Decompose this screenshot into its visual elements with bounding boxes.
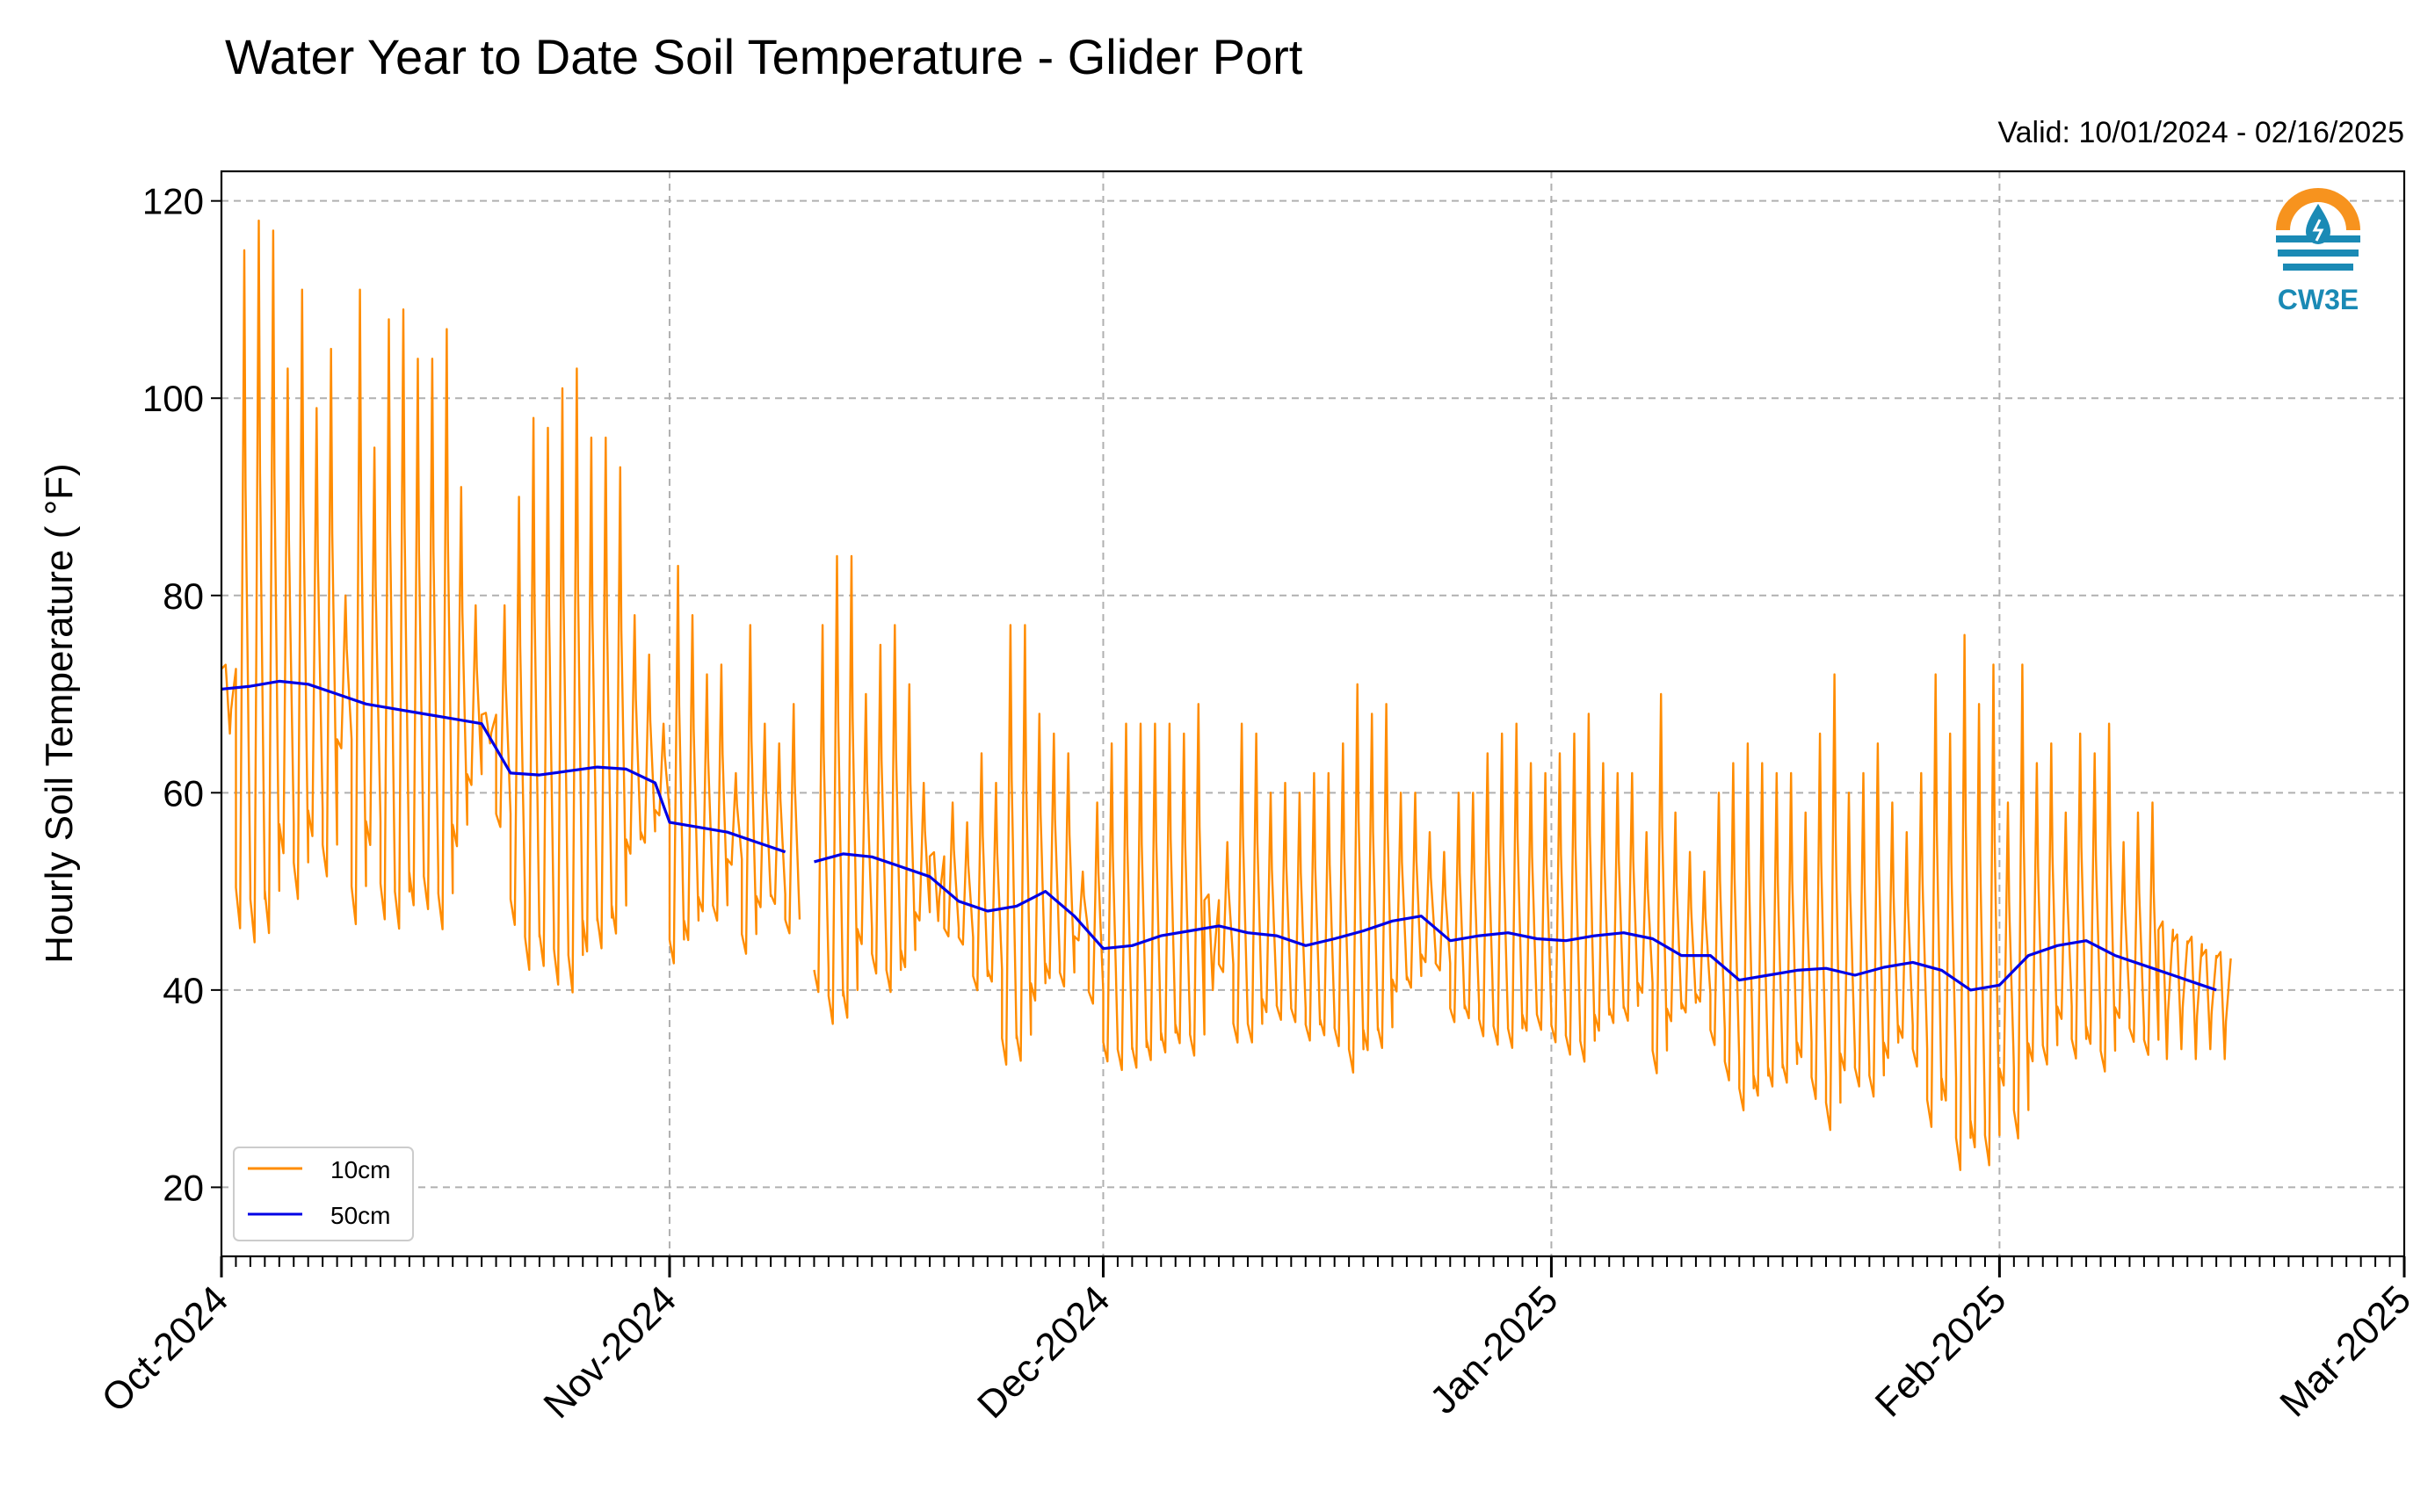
series-line-50cm bbox=[221, 679, 2217, 992]
y-tick-label: 40 bbox=[163, 970, 204, 1011]
y-tick-label: 100 bbox=[142, 378, 204, 419]
legend-label-10cm: 10cm bbox=[330, 1156, 390, 1183]
legend-box bbox=[233, 1147, 414, 1241]
y-tick-label: 20 bbox=[163, 1167, 204, 1208]
y-tick-label: 120 bbox=[142, 181, 204, 222]
chart-title: Water Year to Date Soil Temperature - Gl… bbox=[225, 29, 1303, 84]
legend: 10cm 50cm bbox=[233, 1147, 414, 1241]
chart-subtitle: Valid: 10/01/2024 - 02/16/2025 bbox=[1997, 116, 2404, 149]
legend-label-50cm: 50cm bbox=[330, 1202, 390, 1229]
y-tick-label: 80 bbox=[163, 575, 204, 617]
logo-text: CW3E bbox=[2278, 284, 2359, 315]
water-drop-logo-icon bbox=[2274, 188, 2362, 276]
series-line-10cm bbox=[221, 219, 2232, 1171]
y-tick-label: 60 bbox=[163, 772, 204, 814]
cw3e-logo: CW3E bbox=[2274, 188, 2362, 315]
y-axis-label: Hourly Soil Temperature ( °F) bbox=[38, 463, 81, 963]
plot-frame bbox=[220, 170, 2406, 1258]
series-layer bbox=[221, 219, 2232, 1171]
